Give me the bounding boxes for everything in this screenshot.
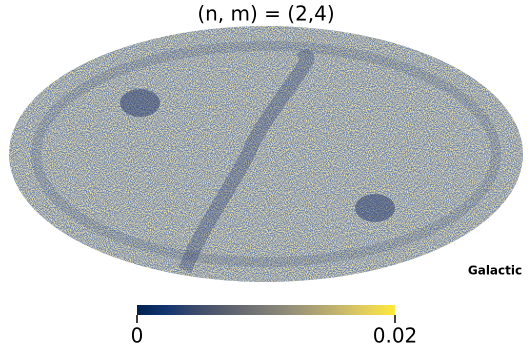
sky-map [9, 26, 523, 282]
colorbar-tick-label: 0.02 [373, 324, 418, 348]
colorbar [137, 305, 395, 315]
map-structure [31, 41, 501, 273]
coord-label: Galactic [468, 264, 522, 278]
chart-title: (n, m) = (2,4) [197, 2, 334, 26]
colorbar-tick-label: 0 [131, 324, 144, 348]
